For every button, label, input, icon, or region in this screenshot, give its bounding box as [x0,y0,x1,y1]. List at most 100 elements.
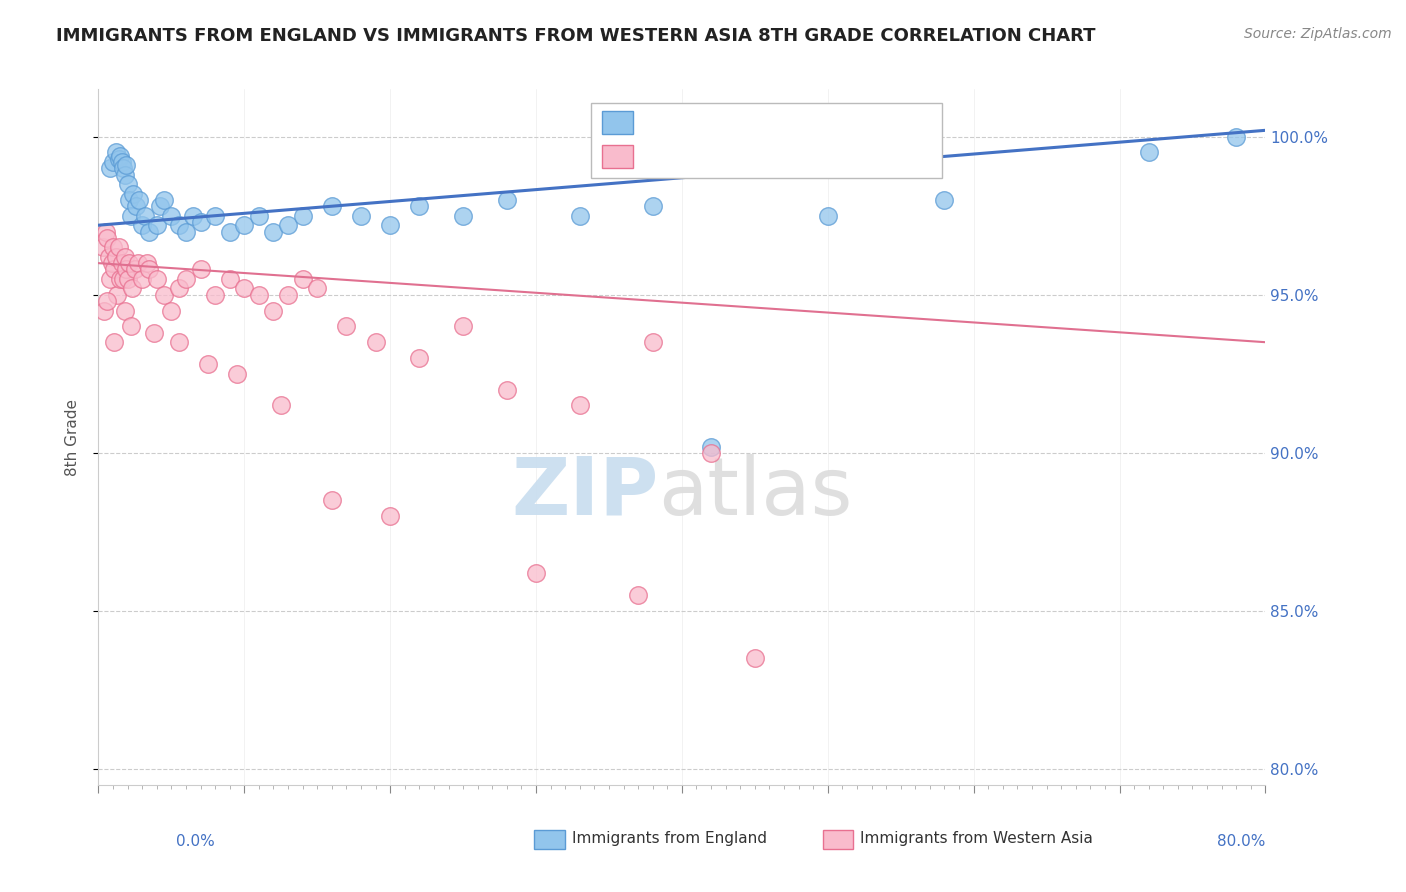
Point [321,493,343,508]
Point [96,231,118,245]
Point [110,148,132,162]
Point [91,240,114,254]
Point [160,303,183,318]
Point [160,209,183,223]
Point [117,177,139,191]
Point [451,319,474,334]
Point [627,588,650,602]
Point [568,209,591,223]
Text: Source: ZipAtlas.com: Source: ZipAtlas.com [1244,27,1392,41]
Point [817,209,839,223]
Point [233,218,256,232]
Point [101,155,124,169]
Point [321,199,343,213]
Point [380,218,402,232]
Point [103,262,125,277]
Point [335,319,357,334]
Point [110,272,132,286]
Point [98,161,121,176]
Point [364,335,387,350]
Point [190,262,212,277]
Point [142,326,165,340]
Point [103,335,125,350]
Point [263,303,285,318]
Y-axis label: 8th Grade: 8th Grade [65,399,80,475]
Point [112,272,135,286]
Point [934,193,956,207]
Point [641,335,664,350]
Text: ZIP: ZIP [512,454,658,532]
Point [108,152,131,166]
Point [94,225,117,239]
Point [138,225,160,239]
Point [277,218,299,232]
Point [131,272,153,286]
Point [190,215,212,229]
Point [291,272,314,286]
Point [277,287,299,301]
Point [138,262,160,277]
Point [149,199,172,213]
Point [104,250,127,264]
Point [114,250,136,264]
Point [350,209,373,223]
Point [153,193,176,207]
Point [114,303,136,318]
Text: R = -0.068  N =  61: R = -0.068 N = 61 [643,147,806,165]
Point [218,272,240,286]
Point [115,262,138,277]
Point [744,651,766,665]
Point [121,281,143,295]
Point [524,566,547,580]
Point [218,225,240,239]
Point [100,256,122,270]
Point [122,186,145,201]
Point [700,446,723,460]
Point [204,209,226,223]
Point [496,383,519,397]
Point [111,256,134,270]
Point [247,287,270,301]
Point [1225,129,1247,144]
Point [174,225,197,239]
Point [118,193,141,207]
Point [700,440,723,454]
Point [128,193,150,207]
Text: Immigrants from Western Asia: Immigrants from Western Asia [860,831,1094,847]
Text: Immigrants from England: Immigrants from England [572,831,768,847]
Point [167,335,190,350]
Point [204,287,226,301]
Point [181,209,204,223]
Point [108,240,131,254]
Point [101,240,124,254]
Point [153,287,176,301]
Point [125,199,148,213]
Point [641,199,664,213]
Point [105,287,128,301]
Point [124,262,146,277]
Point [112,161,135,176]
Point [97,250,120,264]
Point [226,367,249,381]
Point [307,281,329,295]
Point [131,218,153,232]
Point [380,509,402,524]
Point [104,145,127,160]
Point [174,272,197,286]
Point [114,168,136,182]
Point [197,357,219,371]
Point [291,209,314,223]
Point [496,193,519,207]
Point [120,209,142,223]
Text: IMMIGRANTS FROM ENGLAND VS IMMIGRANTS FROM WESTERN ASIA 8TH GRADE CORRELATION CH: IMMIGRANTS FROM ENGLAND VS IMMIGRANTS FR… [56,27,1095,45]
Point [247,209,270,223]
Point [127,256,149,270]
Point [146,272,169,286]
Text: 80.0%: 80.0% [1218,834,1265,849]
Text: 0.0%: 0.0% [176,834,215,849]
Point [93,303,115,318]
Point [96,294,118,309]
Point [111,155,134,169]
Point [134,209,156,223]
Point [167,281,190,295]
